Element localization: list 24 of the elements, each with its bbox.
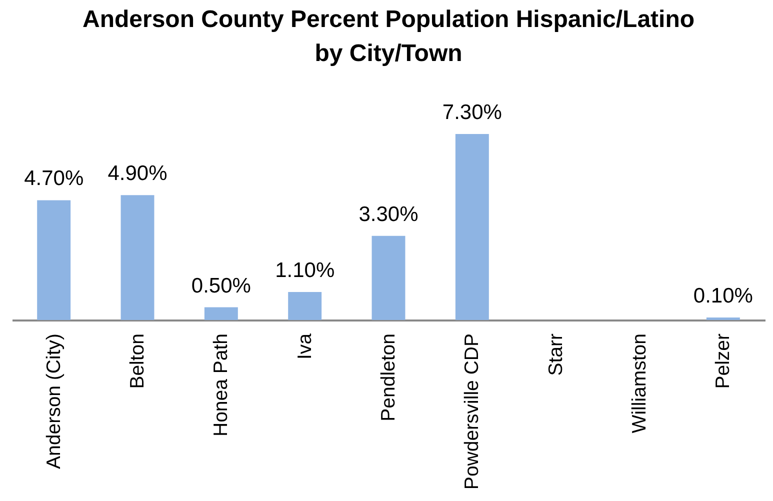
bar (204, 307, 238, 320)
x-tick-label: Pendleton (378, 334, 400, 422)
x-tick-label: Belton (126, 334, 148, 389)
data-label: 4.90% (108, 162, 168, 186)
chart-title: Anderson County Percent Population Hispanic/Latino by City/Town (82, 6, 695, 67)
bar (706, 317, 740, 320)
x-tick-label: Pelzer (712, 333, 734, 389)
bar (372, 236, 406, 320)
bar (455, 134, 489, 320)
bar (288, 292, 322, 320)
bar (120, 195, 154, 320)
x-tick-label: Anderson (City) (42, 334, 65, 469)
data-label: 0.10% (693, 284, 753, 308)
data-label: 7.30% (442, 101, 502, 124)
x-tick-label: Iva (294, 333, 316, 360)
x-tick-label: Williamston (628, 334, 650, 434)
data-label: 3.30% (358, 202, 418, 226)
data-label: 0.50% (191, 274, 251, 298)
bar (37, 200, 71, 320)
x-tick-label: Honea Path (210, 334, 232, 436)
data-label: 1.10% (275, 258, 335, 282)
data-label: 4.70% (24, 167, 84, 190)
x-tick-label: Powdersville CDP (461, 334, 484, 490)
x-tick-label: Starr (544, 333, 567, 376)
